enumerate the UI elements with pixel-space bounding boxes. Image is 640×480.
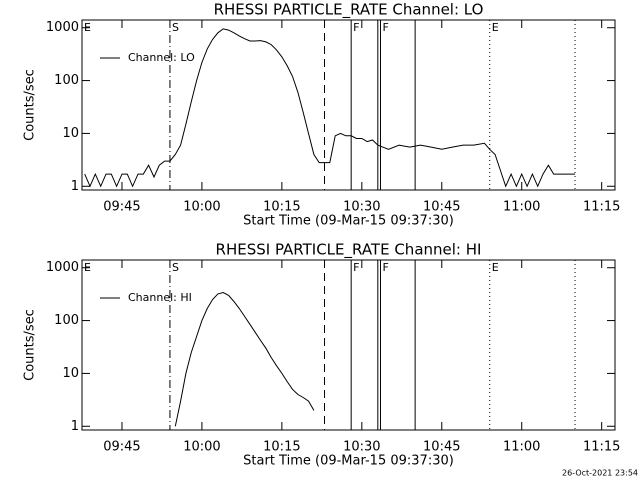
x-tick-label: 10:00 — [183, 440, 220, 455]
x-tick-label: 10:30 — [343, 440, 380, 455]
timestamp: 26-Oct-2021 23:54 — [562, 469, 638, 478]
chart-title: RHESSI PARTICLE_RATE Channel: LO — [214, 1, 484, 20]
legend-label: Channel: LO — [128, 51, 195, 64]
x-tick-label: 10:30 — [343, 200, 380, 215]
y-tick-label: 10 — [62, 126, 79, 141]
marker-label: S — [172, 21, 179, 34]
marker-label: F — [353, 21, 359, 34]
marker-label: F — [353, 261, 359, 274]
marker-label: F — [382, 21, 388, 34]
y-tick-label: 1 — [71, 179, 79, 194]
chart-title: RHESSI PARTICLE_RATE Channel: HI — [216, 241, 482, 260]
marker-label: E — [492, 21, 499, 34]
y-axis-label: Counts/sec — [23, 309, 38, 381]
y-axis-label: Counts/sec — [23, 69, 38, 141]
y-tick-label: 10 — [62, 366, 79, 381]
x-tick-label: 10:45 — [423, 440, 460, 455]
y-tick-label: 100 — [54, 313, 79, 328]
marker-label: F — [382, 261, 388, 274]
x-axis-label: Start Time (09-Mar-15 09:37:30) — [243, 214, 454, 229]
x-tick-label: 11:15 — [583, 200, 620, 215]
x-tick-label: 11:00 — [503, 200, 540, 215]
y-tick-label: 1000 — [46, 20, 79, 35]
x-tick-label: 10:45 — [423, 200, 460, 215]
x-tick-label: 11:00 — [503, 440, 540, 455]
marker-label: E — [84, 261, 91, 274]
y-tick-label: 1000 — [46, 260, 79, 275]
data-line — [84, 28, 575, 188]
x-tick-label: 09:45 — [103, 440, 140, 455]
marker-label: S — [172, 261, 179, 274]
x-tick-label: 10:15 — [263, 440, 300, 455]
x-tick-label: 10:15 — [263, 200, 300, 215]
marker-label: E — [84, 21, 91, 34]
x-tick-label: 10:00 — [183, 200, 220, 215]
y-tick-label: 1 — [71, 419, 79, 434]
plot-frame — [81, 19, 616, 191]
data-line — [174, 291, 315, 427]
marker-label: E — [492, 261, 499, 274]
y-tick-label: 100 — [54, 73, 79, 88]
legend-label: Channel: HI — [128, 291, 192, 304]
x-tick-label: 11:15 — [583, 440, 620, 455]
plot-frame — [81, 259, 616, 431]
x-tick-label: 09:45 — [103, 200, 140, 215]
x-axis-label: Start Time (09-Mar-15 09:37:30) — [243, 454, 454, 469]
